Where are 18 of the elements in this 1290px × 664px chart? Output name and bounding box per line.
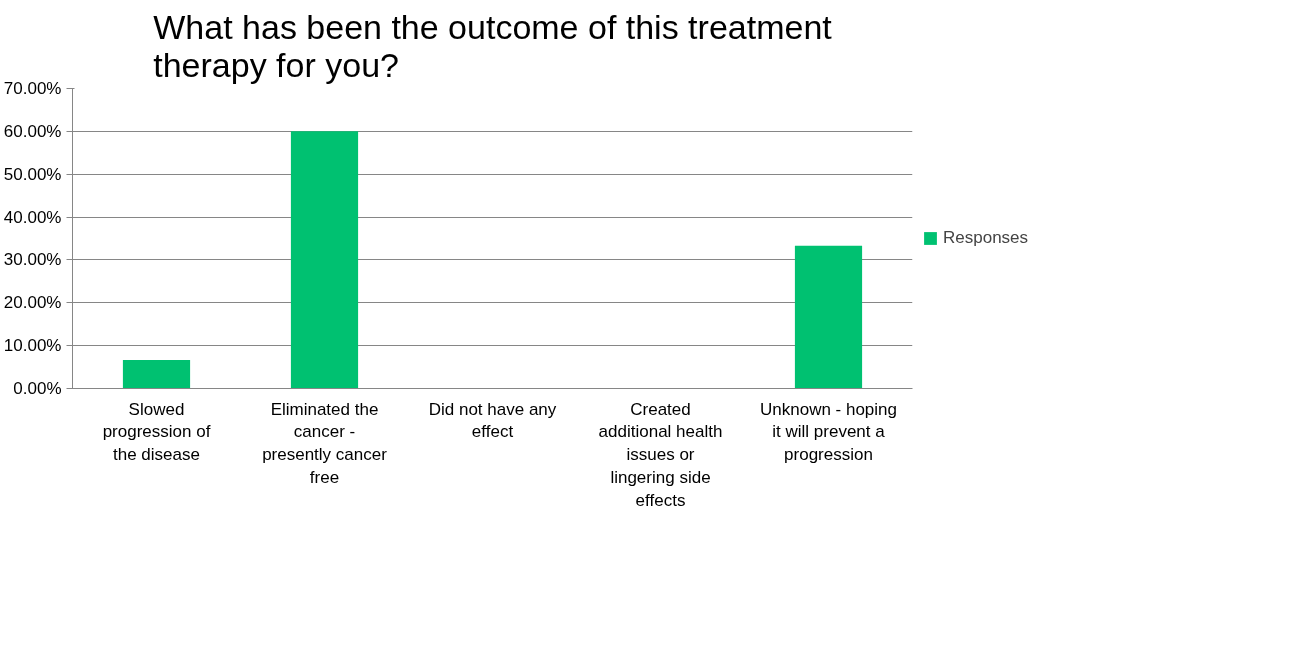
y-tick-label: 0.00% <box>13 379 62 398</box>
bar <box>122 359 191 389</box>
legend-label: Responses <box>943 228 1029 248</box>
y-tick-label: 60.00% <box>3 121 62 141</box>
x-tick-label: Unknown - hoping it will prevent a progression <box>759 399 898 465</box>
x-tick-label: Eliminated the cancer - presently cancer free <box>262 399 388 487</box>
x-tick-label: Did not have any effect <box>428 399 557 442</box>
y-tick-label: 10.00% <box>3 336 62 356</box>
chart-title: What has been the outcome of this treatment therapy for you? <box>153 7 833 84</box>
y-tick-label: 40.00% <box>3 207 62 227</box>
x-tick-label: Slowed progression of the disease <box>102 399 211 465</box>
y-tick-label: 20.00% <box>3 293 62 313</box>
y-tick-label: 50.00% <box>3 164 62 184</box>
y-tick-label: 30.00% <box>3 250 62 270</box>
bar <box>290 131 359 389</box>
y-tick-label: 70.00% <box>3 79 62 98</box>
bar <box>794 245 863 389</box>
x-tick-label: Created additional health issues or lingering side effects <box>598 399 723 510</box>
